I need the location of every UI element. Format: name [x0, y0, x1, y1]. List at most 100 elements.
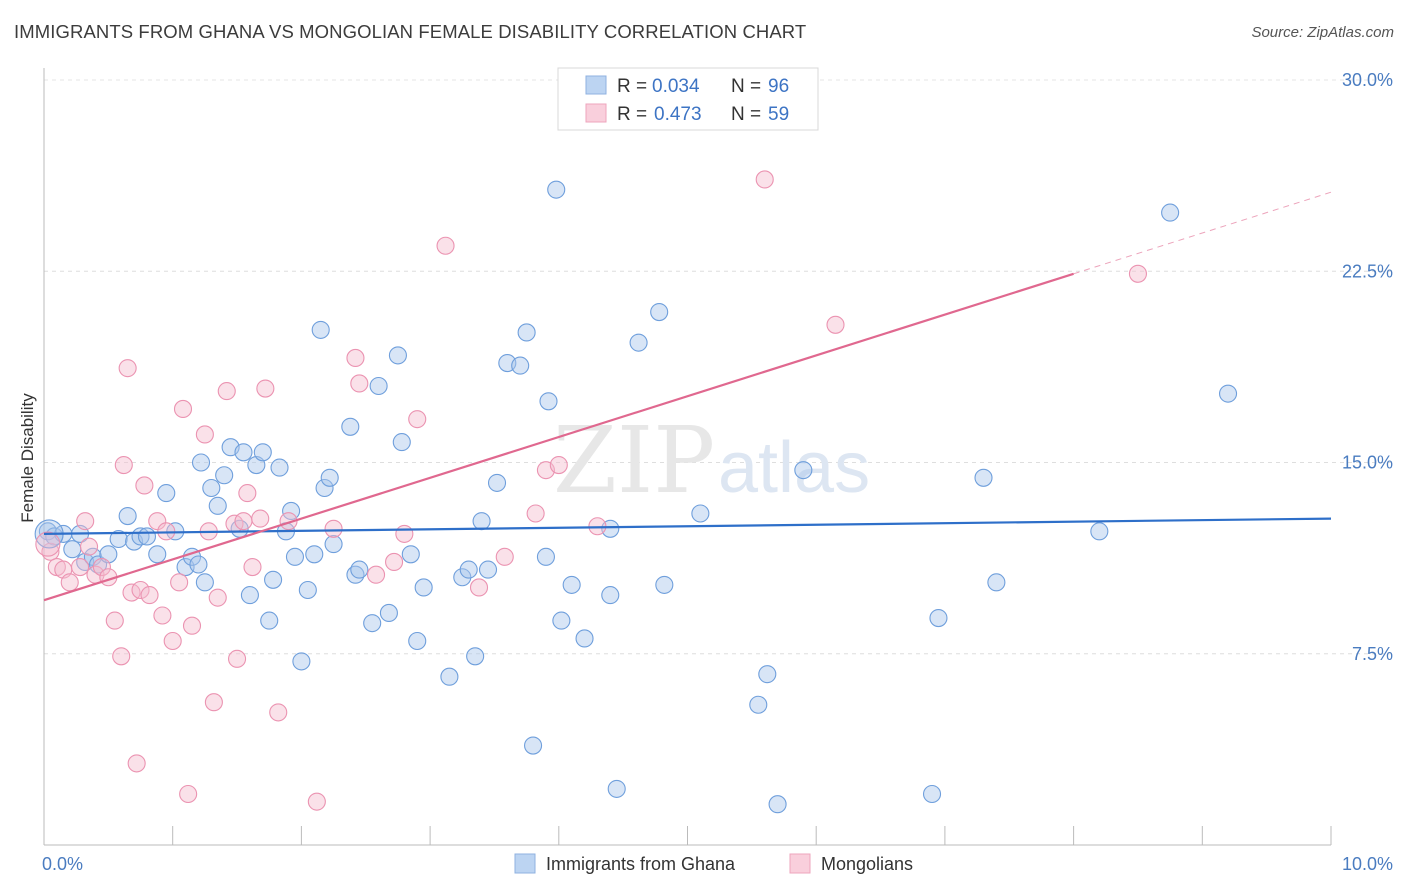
point-s0-14 — [148, 545, 167, 564]
point-s1-8 — [92, 557, 111, 577]
point-s0-47 — [363, 614, 382, 633]
x-tick-label-1: 10.0% — [1342, 854, 1393, 874]
point-s1-34 — [234, 512, 253, 531]
legend-n-value-2: 59 — [768, 104, 789, 125]
point-s1-27 — [195, 425, 214, 444]
point-s0-36 — [285, 547, 305, 566]
point-s0-23 — [208, 496, 227, 515]
point-s1-16 — [131, 580, 150, 600]
watermark-atlas: atlas — [718, 428, 870, 508]
point-s0-42 — [320, 468, 339, 487]
point-s0-53 — [408, 631, 427, 651]
stats-legend: R = 0.034 N = 96 R = 0.473 N = 59 — [557, 67, 819, 131]
point-s0-28 — [240, 586, 259, 605]
point-s1-31 — [217, 382, 236, 401]
point-s0-56 — [453, 568, 472, 587]
trend-lines — [43, 191, 1332, 602]
point-s0-50 — [388, 346, 407, 365]
point-s1-42 — [324, 519, 343, 538]
point-s1-22 — [163, 631, 182, 651]
point-s0-70 — [562, 575, 581, 594]
point-s0-88 — [1161, 203, 1180, 222]
y-tick-label-1: 15.0% — [1342, 453, 1393, 473]
point-s1-47 — [395, 524, 414, 543]
point-s0-64 — [517, 323, 536, 342]
y-tick-labels: 7.5% 15.0% 22.5% 30.0% — [1342, 70, 1393, 664]
point-s0-67 — [539, 392, 558, 411]
point-s1-4 — [70, 557, 90, 577]
series-legend-swatch-mongolian — [789, 853, 811, 874]
point-s0-75 — [629, 333, 648, 352]
point-s1-43 — [346, 348, 365, 368]
watermark-zip: ZIP — [553, 407, 715, 514]
point-s0-71 — [575, 629, 594, 648]
legend-swatch-ghana — [585, 75, 607, 95]
point-s0-83 — [922, 784, 942, 804]
point-s0-40 — [311, 320, 330, 339]
y-tick-label-0: 7.5% — [1352, 644, 1393, 664]
series-legend-swatch-ghana — [514, 853, 536, 874]
data-points — [34, 170, 1238, 814]
point-s1-44 — [350, 374, 369, 393]
point-s0-65 — [524, 736, 543, 755]
y-axis-label: Female Disability — [18, 393, 37, 523]
point-s0-37 — [292, 652, 311, 671]
point-s0-48 — [369, 376, 388, 396]
point-s0-51 — [392, 433, 411, 452]
point-s0-41 — [315, 478, 334, 498]
point-s1-39 — [269, 703, 288, 722]
watermark: ZIP atlas — [553, 407, 870, 514]
point-s0-13 — [137, 527, 157, 546]
point-s1-50 — [469, 578, 489, 597]
point-s1-19 — [148, 512, 167, 531]
y-tick-label-3: 30.0% — [1342, 70, 1393, 90]
trend-line-ext-1 — [1073, 191, 1332, 275]
point-s0-86 — [987, 573, 1006, 592]
point-s0-33 — [270, 458, 289, 477]
legend-n-value-1: 96 — [768, 76, 789, 97]
point-s1-23 — [170, 573, 189, 592]
point-s0-39 — [305, 545, 324, 564]
point-s0-52 — [401, 545, 420, 564]
point-s0-89 — [1218, 384, 1238, 403]
point-s0-61 — [487, 473, 507, 492]
point-s1-56 — [755, 170, 774, 189]
point-s1-38 — [256, 379, 275, 398]
point-s0-32 — [264, 570, 283, 589]
point-s1-41 — [307, 792, 326, 811]
point-s1-49 — [436, 236, 455, 255]
point-s1-29 — [204, 693, 223, 712]
point-s1-3 — [60, 573, 79, 592]
legend-r-value-1: 0.034 — [652, 76, 700, 97]
point-s1-45 — [366, 565, 386, 584]
point-s1-35 — [238, 484, 257, 503]
source-label: Source: ZipAtlas.com — [1251, 24, 1394, 41]
point-s1-24 — [173, 399, 193, 419]
point-s0-58 — [466, 647, 485, 666]
point-s1-30 — [208, 588, 227, 607]
point-s1-57 — [826, 315, 845, 334]
point-s0-24 — [215, 466, 234, 485]
axes — [43, 68, 1332, 846]
point-s0-59 — [472, 512, 491, 531]
point-s0-80 — [758, 665, 777, 684]
point-s1-15 — [127, 754, 146, 773]
trend-line-1 — [43, 272, 1074, 602]
y-tick-label-2: 22.5% — [1342, 261, 1393, 281]
point-s0-85 — [974, 468, 993, 487]
point-s0-22 — [202, 478, 221, 498]
chart-title: IMMIGRANTS FROM GHANA VS MONGOLIAN FEMAL… — [14, 21, 807, 42]
point-s1-10 — [105, 611, 124, 630]
point-s1-52 — [526, 504, 545, 523]
point-s0-87 — [1090, 522, 1109, 541]
legend-r-label-2: R = — [617, 104, 647, 125]
point-s1-12 — [114, 455, 133, 475]
point-s0-31 — [260, 611, 279, 630]
legend-swatch-mongolian — [585, 103, 607, 123]
point-s0-81 — [768, 795, 787, 814]
point-s0-21 — [195, 573, 214, 592]
point-s0-43 — [324, 535, 343, 554]
point-s1-25 — [179, 784, 198, 804]
point-s0-55 — [440, 667, 459, 686]
